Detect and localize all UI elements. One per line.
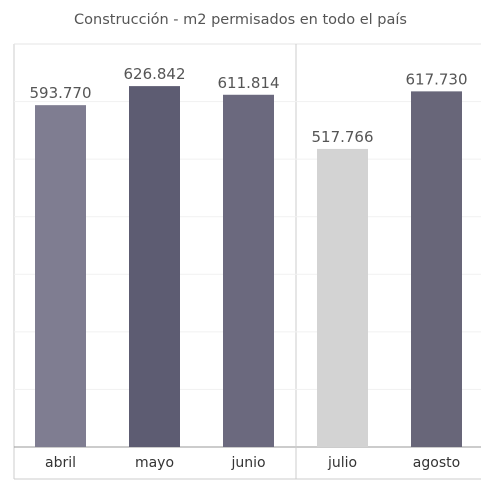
bar-mayo[interactable] [129, 86, 180, 447]
x-tick-labels: abril mayo junio julio agosto [45, 455, 460, 471]
bars [35, 86, 462, 447]
bar-junio[interactable] [223, 94, 274, 447]
chart-title: Construcción - m2 permisados en todo el … [74, 12, 407, 28]
x-tick-label-agosto: agosto [413, 455, 460, 471]
x-tick-label-mayo: mayo [135, 455, 174, 471]
value-label-abril: 593.770 [29, 84, 91, 102]
bar-abril[interactable] [35, 105, 86, 447]
value-label-agosto: 617.730 [405, 70, 467, 88]
bar-agosto[interactable] [411, 91, 462, 447]
value-label-julio: 517.766 [311, 128, 373, 146]
x-tick-label-julio: julio [327, 455, 357, 471]
value-labels: 593.770 626.842 611.814 517.766 617.730 [29, 65, 467, 146]
x-tick-label-abril: abril [45, 455, 76, 471]
value-label-mayo: 626.842 [123, 65, 185, 83]
x-tick-label-junio: junio [230, 455, 265, 471]
bar-julio[interactable] [317, 148, 368, 447]
value-label-junio: 611.814 [217, 74, 279, 92]
